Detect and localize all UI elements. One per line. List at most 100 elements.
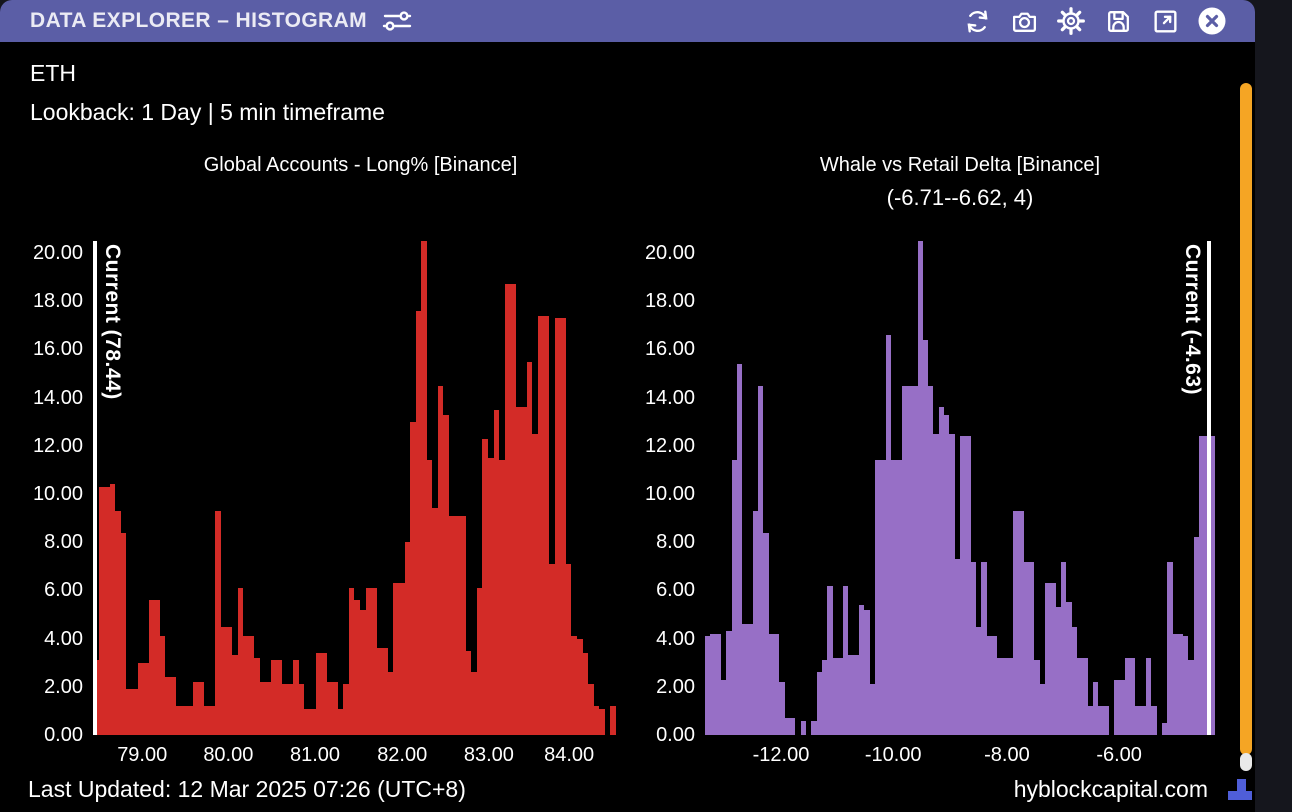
- titlebar[interactable]: DATA EXPLORER – HISTOGRAM: [0, 0, 1255, 42]
- histogram-bar: [1071, 626, 1077, 735]
- histogram-bar: [1124, 657, 1130, 735]
- histogram-bar: [215, 510, 221, 735]
- close-button[interactable]: [1197, 6, 1227, 36]
- histogram-bar: [565, 563, 572, 735]
- histogram-bar: [404, 542, 411, 735]
- histogram-bar: [493, 409, 500, 735]
- y-tick-label: 6.00: [44, 579, 83, 602]
- histogram-bar: [187, 706, 194, 735]
- histogram-bar: [449, 515, 455, 735]
- histogram-bar: [393, 583, 399, 735]
- histogram-bar: [532, 433, 538, 735]
- histogram-bar: [293, 660, 299, 735]
- data-explorer-window: DATA EXPLORER – HISTOGRAM: [0, 0, 1255, 812]
- histogram-bar: [515, 407, 522, 735]
- histogram-bar: [1007, 657, 1014, 735]
- y-tick-label: 4.00: [44, 627, 83, 650]
- refresh-icon: [963, 7, 992, 36]
- y-tick-label: 12.00: [644, 434, 695, 457]
- settings-button[interactable]: [1056, 6, 1086, 36]
- histogram-bar: [1188, 660, 1194, 735]
- histogram-bar: [1199, 436, 1205, 735]
- histogram-bar: [731, 460, 737, 735]
- camera-icon: [1010, 7, 1039, 36]
- histogram-bar: [949, 433, 955, 735]
- histogram-bar: [298, 684, 305, 735]
- bars-area: [93, 241, 628, 735]
- histogram-bar: [747, 624, 753, 735]
- histogram-bar: [970, 561, 976, 735]
- histogram-bar: [710, 633, 716, 735]
- histogram-bar: [421, 241, 427, 735]
- histogram-bar: [343, 684, 349, 735]
- histogram-bar: [237, 588, 244, 735]
- histogram-bar: [276, 660, 283, 735]
- histogram-bar: [848, 655, 854, 735]
- fullscreen-button[interactable]: [1150, 6, 1180, 36]
- screenshot-button[interactable]: [1009, 6, 1039, 36]
- filter-sliders-icon[interactable]: [381, 7, 413, 35]
- histogram-bar: [499, 460, 505, 735]
- y-tick-label: 18.00: [32, 290, 83, 313]
- histogram-bar: [944, 414, 950, 735]
- histogram-bar: [1034, 660, 1040, 735]
- histogram-bar: [348, 588, 355, 735]
- resize-handle[interactable]: [1228, 791, 1252, 800]
- histogram-bar: [265, 682, 271, 735]
- histogram-bar: [376, 648, 383, 735]
- histogram-bar: [610, 706, 616, 735]
- histogram-bar: [415, 310, 422, 735]
- x-tick-label: 83.00: [463, 744, 514, 766]
- histogram-bar: [869, 684, 875, 735]
- histogram-bar: [1002, 657, 1008, 735]
- histogram-bar: [526, 361, 533, 735]
- y-tick-label: 18.00: [644, 290, 695, 313]
- vertical-scrollbar-thumb[interactable]: [1240, 83, 1252, 755]
- histogram-bar: [510, 284, 516, 735]
- histogram-bar: [315, 653, 322, 735]
- current-value-label: Current (78.44): [101, 244, 124, 400]
- titlebar-actions: [962, 6, 1239, 36]
- histogram-bar: [599, 708, 605, 735]
- histogram-bar: [800, 720, 806, 735]
- save-button[interactable]: [1103, 6, 1133, 36]
- expand-icon: [1151, 7, 1180, 36]
- histogram-bar: [986, 636, 992, 735]
- histogram-bar: [758, 385, 764, 735]
- close-icon: [1197, 6, 1227, 36]
- x-tick-label: -10.00: [864, 744, 922, 766]
- y-axis: 20.00 18.00 16.00 14.00 12.00 10.00 8.00 6.00 4.…: [629, 241, 695, 746]
- histogram-bar: [360, 609, 366, 735]
- lookback-label: Lookback: 1 Day | 5 min timeframe: [30, 99, 385, 125]
- histogram-bar: [1013, 510, 1019, 735]
- scrollbar-track-end[interactable]: [1240, 753, 1252, 771]
- bars-area: [705, 241, 1215, 735]
- histogram-bar: [1114, 679, 1120, 735]
- histogram-bar: [248, 636, 255, 735]
- histogram-bar: [476, 588, 483, 735]
- histogram-bar: [287, 684, 294, 735]
- resize-handle[interactable]: [1237, 779, 1246, 800]
- histogram-bar: [1172, 633, 1178, 735]
- refresh-button[interactable]: [962, 6, 992, 36]
- histogram-bar: [1092, 682, 1099, 735]
- histogram-bar: [443, 414, 449, 735]
- histogram-bar: [1087, 706, 1093, 735]
- histogram-bar: [98, 486, 105, 735]
- y-tick-label: 10.00: [644, 483, 695, 506]
- histogram-bar: [1039, 684, 1045, 735]
- histogram-bar: [1060, 561, 1067, 735]
- histogram-bar: [763, 532, 769, 735]
- gear-icon: [1056, 6, 1086, 36]
- histogram-bar: [1193, 537, 1200, 735]
- histogram-bar: [890, 460, 897, 735]
- y-tick-label: 4.00: [656, 627, 695, 650]
- y-tick-label: 16.00: [644, 338, 695, 361]
- histogram-bar: [981, 561, 987, 735]
- histogram-bar: [1145, 657, 1152, 735]
- histogram-bar: [1018, 510, 1024, 735]
- current-value-label: Current (-4.63): [1180, 244, 1204, 396]
- histogram-bar: [1135, 706, 1141, 735]
- histogram-bar: [159, 636, 166, 735]
- histogram-bar: [875, 460, 881, 735]
